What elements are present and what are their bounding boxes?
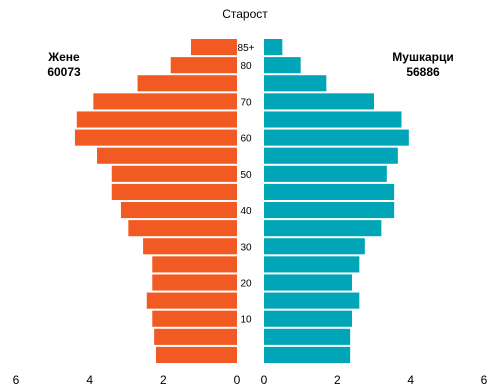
women-bar-85+: [190, 39, 237, 56]
men-bar-25-29: [264, 256, 360, 273]
men-bar-15-19: [264, 292, 360, 309]
men-bars: [264, 39, 409, 363]
chart-title: Старост: [222, 7, 268, 21]
women-bar-80-84: [170, 57, 237, 74]
women-bar-0-4: [155, 346, 237, 363]
men-bar-70-74: [264, 93, 374, 110]
x-tick-label-left: 6: [13, 373, 20, 387]
women-bar-5-9: [154, 328, 237, 345]
women-bar-50-54: [111, 165, 237, 182]
men-bar-50-54: [264, 165, 387, 182]
women-bar-20-24: [152, 274, 237, 291]
women-bar-15-19: [146, 292, 237, 309]
age-label: 60: [240, 134, 252, 145]
men-bar-20-24: [264, 274, 352, 291]
men-bar-75-79: [264, 75, 327, 92]
men-bar-80-84: [264, 57, 301, 74]
x-tick-label-right: 0: [261, 373, 268, 387]
age-label: 20: [240, 279, 252, 290]
age-axis-labels: 10 20 30 40 50 60 70 80 85+: [238, 43, 255, 326]
men-bar-55-59: [264, 147, 398, 164]
women-bar-70-74: [93, 93, 237, 110]
x-tick-label-left: 0: [234, 373, 241, 387]
legend-men-name: Мушкарци: [392, 50, 453, 64]
legend-women-name: Жене: [47, 50, 80, 64]
x-tick-label-right: 4: [407, 373, 414, 387]
x-tick-label-right: 2: [334, 373, 341, 387]
women-bar-30-34: [143, 238, 237, 255]
men-bar-85+: [264, 39, 283, 56]
women-bar-35-39: [128, 220, 237, 237]
men-bar-10-14: [264, 310, 352, 327]
women-bar-25-29: [152, 256, 237, 273]
age-label: 80: [240, 61, 252, 72]
men-bar-30-34: [264, 238, 365, 255]
women-bar-10-14: [152, 310, 237, 327]
legend-women-total: 60073: [47, 65, 81, 79]
women-bar-40-44: [120, 202, 237, 219]
men-bar-5-9: [264, 328, 351, 345]
age-label: 70: [240, 97, 252, 108]
x-tick-label-right: 6: [481, 373, 488, 387]
women-bar-60-64: [74, 129, 237, 146]
men-bar-65-69: [264, 111, 402, 128]
men-bar-60-64: [264, 129, 409, 146]
age-label: 30: [240, 242, 252, 253]
x-axis-ticks: 6 4 2 0 0 2 4 6: [13, 373, 488, 387]
women-bar-65-69: [76, 111, 238, 128]
men-bar-35-39: [264, 220, 382, 237]
age-label: 50: [240, 170, 252, 181]
women-bars: [74, 39, 238, 363]
age-label: 85+: [238, 43, 255, 54]
age-label: 40: [240, 206, 252, 217]
age-label: 10: [240, 315, 252, 326]
men-bar-45-49: [264, 183, 395, 200]
legend-men-total: 56886: [406, 65, 440, 79]
men-bar-0-4: [264, 346, 351, 363]
women-bar-55-59: [97, 147, 238, 164]
men-bar-40-44: [264, 202, 395, 219]
women-bar-75-79: [137, 75, 237, 92]
x-tick-label-left: 2: [160, 373, 167, 387]
women-bar-45-49: [111, 183, 237, 200]
x-tick-label-left: 4: [86, 373, 93, 387]
